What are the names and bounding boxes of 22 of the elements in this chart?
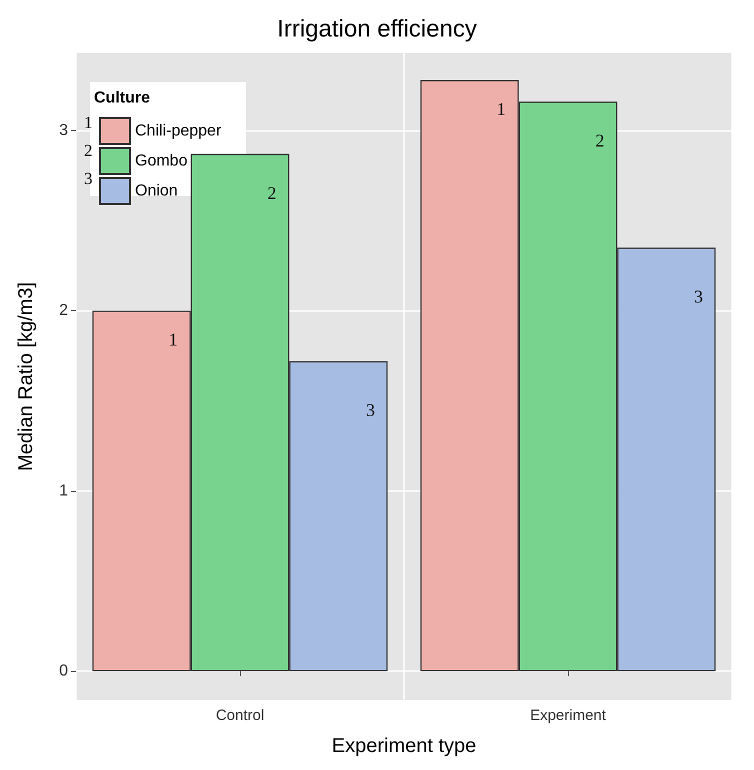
x-tick-label: Experiment — [530, 707, 607, 724]
annotation: 1 — [84, 113, 92, 132]
y-tick-label: 1 — [59, 482, 68, 500]
annotation: 3 — [694, 286, 704, 307]
x-axis-title: Experiment type — [332, 735, 476, 757]
annotation: 2 — [267, 182, 276, 203]
annotation: 2 — [84, 141, 92, 160]
legend-label: Gombo — [135, 152, 188, 170]
y-axis-title: Median Ratio [kg/m3] — [15, 282, 37, 471]
chart-title: Irrigation efficiency — [277, 16, 477, 42]
annotation: 3 — [84, 169, 92, 188]
legend-label: Onion — [135, 182, 178, 200]
y-tick-label: 2 — [59, 302, 68, 320]
annotation: 3 — [366, 400, 376, 420]
x-tick-label: Control — [216, 707, 264, 724]
annotation: 1 — [496, 99, 506, 120]
legend-title: Culture — [94, 90, 150, 106]
annotation: 1 — [168, 330, 178, 350]
y-tick-label: 0 — [59, 662, 68, 680]
y-tick-label: 3 — [59, 122, 68, 139]
annotation: 2 — [595, 130, 604, 151]
legend-label: Chili-pepper — [135, 122, 222, 140]
